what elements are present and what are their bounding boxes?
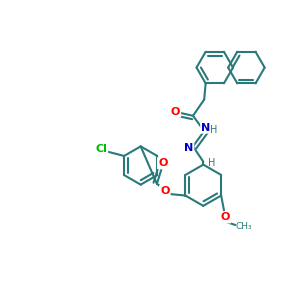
Text: O: O <box>160 186 170 196</box>
Text: N: N <box>201 122 211 133</box>
Text: O: O <box>171 106 180 117</box>
Text: O: O <box>221 212 230 222</box>
Text: N: N <box>184 143 193 153</box>
Text: CH₃: CH₃ <box>235 222 252 231</box>
Text: H: H <box>210 125 217 136</box>
Text: O: O <box>158 158 167 168</box>
Text: Cl: Cl <box>95 144 107 154</box>
Text: H: H <box>208 158 216 168</box>
